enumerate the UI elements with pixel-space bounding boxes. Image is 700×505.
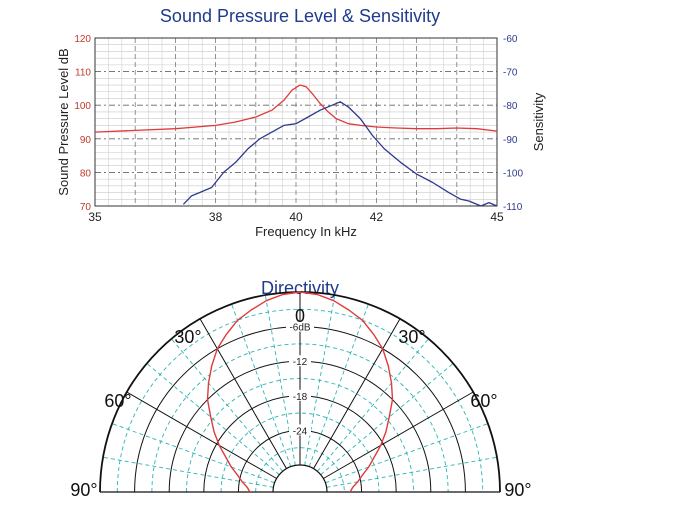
spl-y-tick-label: 90 [80,135,92,146]
polar-series-group [206,291,394,493]
polar-minor-spoke [231,303,292,467]
sensitivity-y-tick-label: -90 [503,135,518,146]
spl-y-tick-label: 70 [80,202,92,213]
polar-ring-label-bg [289,424,311,436]
polar-major-spoke [126,391,277,479]
spl-y-tick-label: 110 [75,68,91,79]
polar-minor-spoke [111,423,275,484]
polar-ring-label-bg [289,389,311,401]
spl-x-tick-label: 42 [370,210,384,224]
sensitivity-y-tick-label: -60 [503,34,518,45]
polar-minor-spoke [264,294,296,466]
spl-chart-title: Sound Pressure Level & Sensitivity [160,6,440,26]
polar-angle-label: 60° [104,391,131,411]
directivity-series-line [206,291,394,493]
polar-major-spoke [323,391,474,479]
sensitivity-y-tick-label: -100 [503,168,523,179]
spl-y-axis-label: Sound Pressure Level dB [56,48,71,195]
spl-y-tick-label: 100 [74,101,91,112]
polar-labels: -6dB -12 -18 -24 0 30° 30° 60° 60° 90° 90° [70,306,531,500]
polar-ring-label: -18 [293,392,308,403]
polar-angle-label: 90° [70,480,97,500]
sensitivity-y-tick-label: -70 [503,68,518,79]
polar-angle-label: 60° [470,391,497,411]
polar-ring-label: -6dB [289,323,310,334]
sensitivity-y-axis-label: Sensitivity [531,92,546,151]
spl-x-tick-label: 38 [209,210,223,224]
spl-x-tick-label: 35 [88,210,102,224]
polar-minor-ring [220,412,380,493]
polar-minor-spoke [102,456,274,488]
polar-angle-label: 0 [295,306,305,326]
polar-ring-label: -12 [293,357,308,368]
polar-major-spoke [313,318,401,469]
spl-y-tick-label: 80 [80,168,92,179]
polar-ring-label-bg [289,355,311,367]
polar-major-spoke [199,318,287,469]
polar-angle-label: 30° [174,327,201,347]
sensitivity-y-tick-label: -110 [503,202,523,213]
polar-minor-ring [255,447,345,493]
sensitivity-y-tick-label: -80 [503,101,518,112]
polar-angle-label: 90° [504,480,531,500]
polar-ring-label-bg [286,320,314,332]
spl-grid [94,37,498,207]
polar-angle-label: 30° [398,327,425,347]
polar-minor-spoke [317,338,429,472]
sensitivity-series-line [182,101,498,207]
spl-x-tick-label: 40 [289,210,303,224]
spl-x-tick-label: 45 [490,210,504,224]
spl-series-group [94,84,498,207]
polar-minor-ring [116,308,484,493]
spl-plot-frame [94,37,498,207]
spl-series-line [94,84,498,133]
polar-ring-label: -24 [293,426,308,437]
spl-tick-labels: 35 38 40 42 45 70 80 90 100 110 120 -110 -100 -90 -80 -… [74,34,523,224]
spl-x-axis-label: Frequency In kHz [255,224,357,239]
spl-y-tick-label: 120 [74,34,91,45]
